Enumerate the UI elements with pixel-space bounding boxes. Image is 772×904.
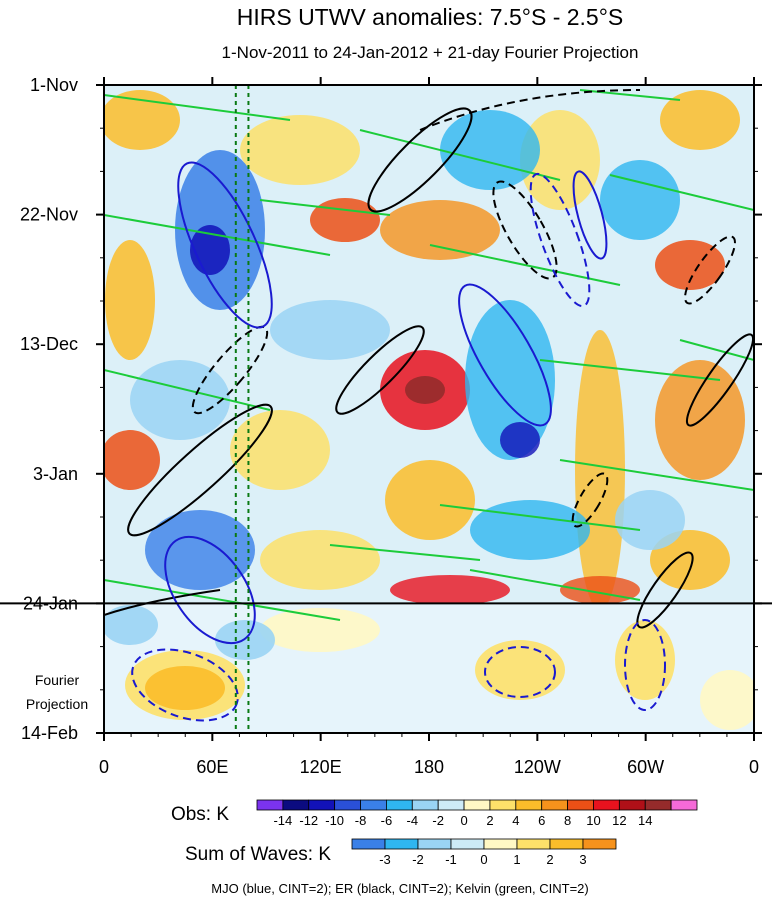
x-tick-label: 60E xyxy=(196,757,228,777)
colorbar-swatch xyxy=(593,799,620,811)
colorbar-level-label: 0 xyxy=(480,852,487,867)
colorbar-level-label: -1 xyxy=(445,852,457,867)
x-tick-label: 0 xyxy=(749,757,759,777)
colorbar-swatch xyxy=(411,799,439,811)
colorbar-level-label: -14 xyxy=(273,813,292,828)
x-tick-label: 0 xyxy=(99,757,109,777)
colorbar-swatch xyxy=(670,799,698,811)
kelvin-contours xyxy=(104,89,754,621)
colorbar-swatch xyxy=(282,799,310,811)
colorbar-swatch xyxy=(549,838,584,850)
er-contours xyxy=(104,89,754,629)
colorbar-level-label: 10 xyxy=(586,813,600,828)
projection-label-line1: Fourier xyxy=(35,672,80,688)
waves-colorbar-label: Sum of Waves: K xyxy=(185,844,331,865)
y-tick-label: 24-Jan xyxy=(23,593,78,613)
colorbar-swatch xyxy=(644,799,672,811)
colorbar-level-label: 2 xyxy=(546,852,553,867)
y-tick-label: 1-Nov xyxy=(30,75,78,95)
waves-colorbar: -3 -2 -1 0 1 2 3 xyxy=(351,838,617,867)
colorbar-level-label: 3 xyxy=(579,852,586,867)
obs-colorbar-label: Obs: K xyxy=(171,804,229,825)
projection-shading xyxy=(104,603,754,733)
colorbar-swatch xyxy=(351,838,386,850)
colorbar-swatch xyxy=(567,799,594,811)
colorbar-level-label: 14 xyxy=(638,813,652,828)
colorbar-level-label: -12 xyxy=(299,813,318,828)
colorbar-level-label: 0 xyxy=(460,813,467,828)
obs-colorbar: -14 -12 -10 -8 -6 -4 -2 0 2 4 6 8 10 12 14 xyxy=(256,799,698,828)
colorbar-swatch xyxy=(516,838,551,850)
colorbar-level-label: 1 xyxy=(513,852,520,867)
y-tick-label: 13-Dec xyxy=(20,334,78,354)
colorbar-swatch xyxy=(386,799,413,811)
colorbar-level-label: -2 xyxy=(432,813,444,828)
colorbar-swatch xyxy=(515,799,543,811)
colorbar-swatch xyxy=(541,799,568,811)
colorbar-level-label: 2 xyxy=(486,813,493,828)
colorbar-swatch xyxy=(463,799,491,811)
colorbar-level-label: -6 xyxy=(381,813,393,828)
colorbar-swatch xyxy=(450,838,485,850)
y-tick-label: 3-Jan xyxy=(33,464,78,484)
x-tick-label: 180 xyxy=(414,757,444,777)
colorbar-swatch xyxy=(256,799,284,811)
colorbar-level-label: 8 xyxy=(564,813,571,828)
colorbar-swatch xyxy=(618,799,646,811)
colorbar-level-label: 12 xyxy=(612,813,626,828)
y-tick-label: 22-Nov xyxy=(20,205,78,225)
chart-subtitle: 1-Nov-2011 to 24-Jan-2012 + 21-day Fouri… xyxy=(222,43,639,62)
colorbar-swatch xyxy=(384,838,419,850)
colorbar-swatch xyxy=(417,838,452,850)
y-axis: 1-Nov 22-Nov 13-Dec 3-Jan 24-Jan 14-Feb xyxy=(20,75,762,743)
colorbar-swatch xyxy=(489,799,517,811)
colorbar-level-label: -3 xyxy=(379,852,391,867)
y-tick-label: 14-Feb xyxy=(21,723,78,743)
colorbar-swatch xyxy=(483,838,518,850)
colorbar-swatch xyxy=(308,799,336,811)
colorbar-swatch xyxy=(437,799,465,811)
colorbar-swatch xyxy=(334,799,361,811)
projection-label-line2: Projection xyxy=(26,696,88,712)
x-tick-label: 60W xyxy=(627,757,664,777)
x-axis: 0 60E 120E 180 120W 60W 0 xyxy=(99,77,759,777)
chart-title: HIRS UTWV anomalies: 7.5°S - 2.5°S xyxy=(237,4,624,30)
reference-longitude-lines xyxy=(234,85,250,733)
contour-legend: MJO (blue, CINT=2); ER (black, CINT=2); … xyxy=(211,881,588,896)
colorbar-level-label: -10 xyxy=(325,813,344,828)
colorbar-level-label: 6 xyxy=(538,813,545,828)
x-tick-label: 120W xyxy=(514,757,561,777)
colorbar-level-label: -4 xyxy=(407,813,419,828)
colorbar-level-label: -8 xyxy=(355,813,367,828)
obs-shading xyxy=(104,90,745,610)
colorbar-level-label: -2 xyxy=(412,852,424,867)
x-tick-label: 120E xyxy=(300,757,342,777)
colorbar-swatch xyxy=(582,838,617,850)
colorbar-swatch xyxy=(360,799,387,811)
colorbar-level-label: 4 xyxy=(512,813,519,828)
